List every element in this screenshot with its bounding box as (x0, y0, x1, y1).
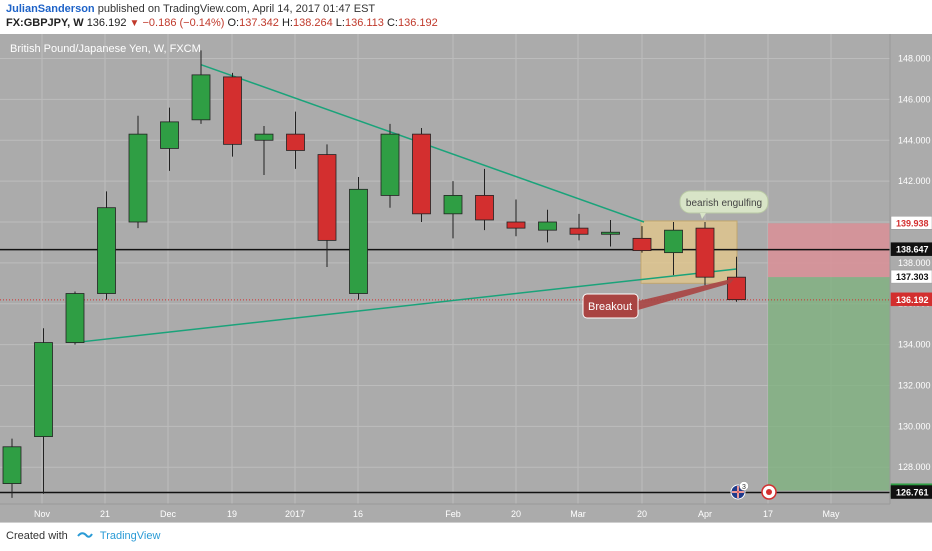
y-tick-label: 128.000 (898, 462, 931, 472)
y-tick-label: 148.000 (898, 54, 931, 64)
candle-body (97, 207, 116, 294)
target-icon[interactable] (761, 484, 777, 500)
bearish-engulfing-label: bearish engulfing (686, 198, 762, 209)
price-label-text: 126.761 (896, 488, 929, 498)
chart-header: JulianSanderson published on TradingView… (0, 0, 932, 34)
y-tick-label: 146.000 (898, 94, 931, 104)
x-tick-label: 16 (353, 509, 363, 519)
chart-title: British Pound/Japanese Yen, W, FXCM (10, 43, 201, 55)
footer-text: Created with TradingView (6, 530, 160, 542)
price-change: −0.186 (−0.14%) (142, 17, 225, 29)
candle-body (727, 276, 746, 301)
y-tick-label: 130.000 (898, 421, 931, 431)
candle-body (2, 446, 22, 484)
price-label-text: 139.938 (896, 218, 929, 228)
y-tick-label: 134.000 (898, 340, 931, 350)
x-tick-label: 19 (227, 509, 237, 519)
symbol-label[interactable]: FX:GBPJPY, W (6, 17, 84, 29)
price-labels: 139.938138.647137.303136.192126.850126.7… (890, 216, 932, 499)
uk-flag-icon[interactable]: 3 (730, 481, 749, 500)
candles (2, 50, 746, 498)
y-tick-label: 144.000 (898, 135, 931, 145)
candle-body (506, 221, 526, 229)
publish-line: JulianSanderson published on TradingView… (6, 3, 375, 15)
last-price: 136.192 (86, 17, 127, 29)
x-tick-label: Dec (160, 509, 177, 519)
price-label-text: 138.647 (896, 245, 929, 255)
candle-body (632, 237, 652, 252)
time-axis[interactable] (0, 504, 932, 522)
candle-body (223, 76, 242, 145)
price-label-tag (890, 269, 932, 284)
tradingview-link[interactable]: TradingView (99, 530, 161, 542)
candle-body (160, 121, 179, 149)
candle-body (412, 133, 431, 215)
close-value: 136.192 (397, 17, 438, 29)
candle-body (601, 231, 620, 235)
candle-body (349, 188, 368, 294)
open-value: 137.342 (239, 17, 279, 29)
price-axis[interactable] (890, 34, 932, 504)
event-count: 3 (742, 484, 746, 491)
x-tick-label: Apr (698, 509, 712, 519)
x-axis-ticks: Nov 21 Dec 19 2017 16 Feb 20 Mar 20 Apr 17 May (34, 509, 840, 519)
candle-body (695, 227, 715, 278)
candle-body (286, 133, 305, 151)
price-label-tag (890, 292, 932, 307)
candle-body (569, 227, 589, 235)
candle-body (664, 229, 683, 254)
tradingview-logo-icon (77, 532, 93, 538)
y-tick-label: 132.000 (898, 380, 931, 390)
price-label-text: 136.192 (896, 295, 929, 305)
candle-body (128, 133, 148, 223)
candle-body (191, 74, 211, 121)
price-label-text: 137.303 (896, 272, 929, 282)
low-value: 136.113 (344, 17, 384, 29)
low-label: L: (335, 17, 345, 29)
candle-body (34, 342, 53, 437)
take-profit-zone[interactable] (768, 277, 890, 491)
candle-body (475, 195, 494, 221)
candle-body (254, 133, 274, 141)
price-label-tag (890, 242, 932, 256)
high-label: H: (281, 17, 293, 29)
footer: Created with TradingView (0, 522, 932, 551)
open-label: O: (227, 17, 240, 29)
published-text: published on TradingView.com, April 14, … (97, 3, 376, 15)
lower-trendline[interactable] (74, 268, 737, 344)
x-tick-label: 2017 (285, 509, 305, 519)
candle-body (538, 221, 557, 231)
breakout-callout[interactable]: Breakout (582, 293, 639, 319)
high-value: 138.264 (292, 17, 333, 29)
candle-body (317, 154, 337, 241)
candle-body (380, 133, 400, 196)
y-tick-label: 142.000 (898, 176, 931, 186)
price-label-tag (890, 485, 932, 499)
x-tick-label: Feb (445, 509, 461, 519)
x-tick-label: May (822, 509, 840, 519)
author-link[interactable]: JulianSanderson (6, 3, 95, 15)
horizontal-grid (0, 58, 890, 468)
bearish-engulfing-callout[interactable]: bearish engulfing (679, 190, 769, 219)
down-arrow-icon: ▼ (129, 18, 140, 29)
x-tick-label: 21 (100, 509, 110, 519)
candle-body (65, 293, 85, 343)
y-tick-label: 138.000 (898, 258, 931, 268)
x-tick-label: 20 (511, 509, 521, 519)
x-tick-label: 20 (637, 509, 647, 519)
close-label: C: (386, 17, 398, 29)
chart-area[interactable]: bearish engulfing Breakout British Pound… (0, 34, 932, 522)
x-tick-label: Nov (34, 509, 51, 519)
breakout-label: Breakout (588, 301, 632, 313)
pattern-highlight-box[interactable] (640, 220, 738, 284)
price-label-tag (890, 216, 932, 230)
x-tick-label: Mar (570, 509, 586, 519)
x-tick-label: 17 (763, 509, 773, 519)
breakout-arrow[interactable] (634, 278, 735, 310)
created-with-label: Created with (6, 530, 68, 542)
price-levels (0, 248, 890, 494)
quote-line: FX:GBPJPY, W 136.192 ▼ −0.186 (−0.14%) O… (6, 17, 438, 29)
candle-body (443, 195, 463, 215)
price-chart[interactable]: bearish engulfing Breakout British Pound… (0, 34, 932, 522)
